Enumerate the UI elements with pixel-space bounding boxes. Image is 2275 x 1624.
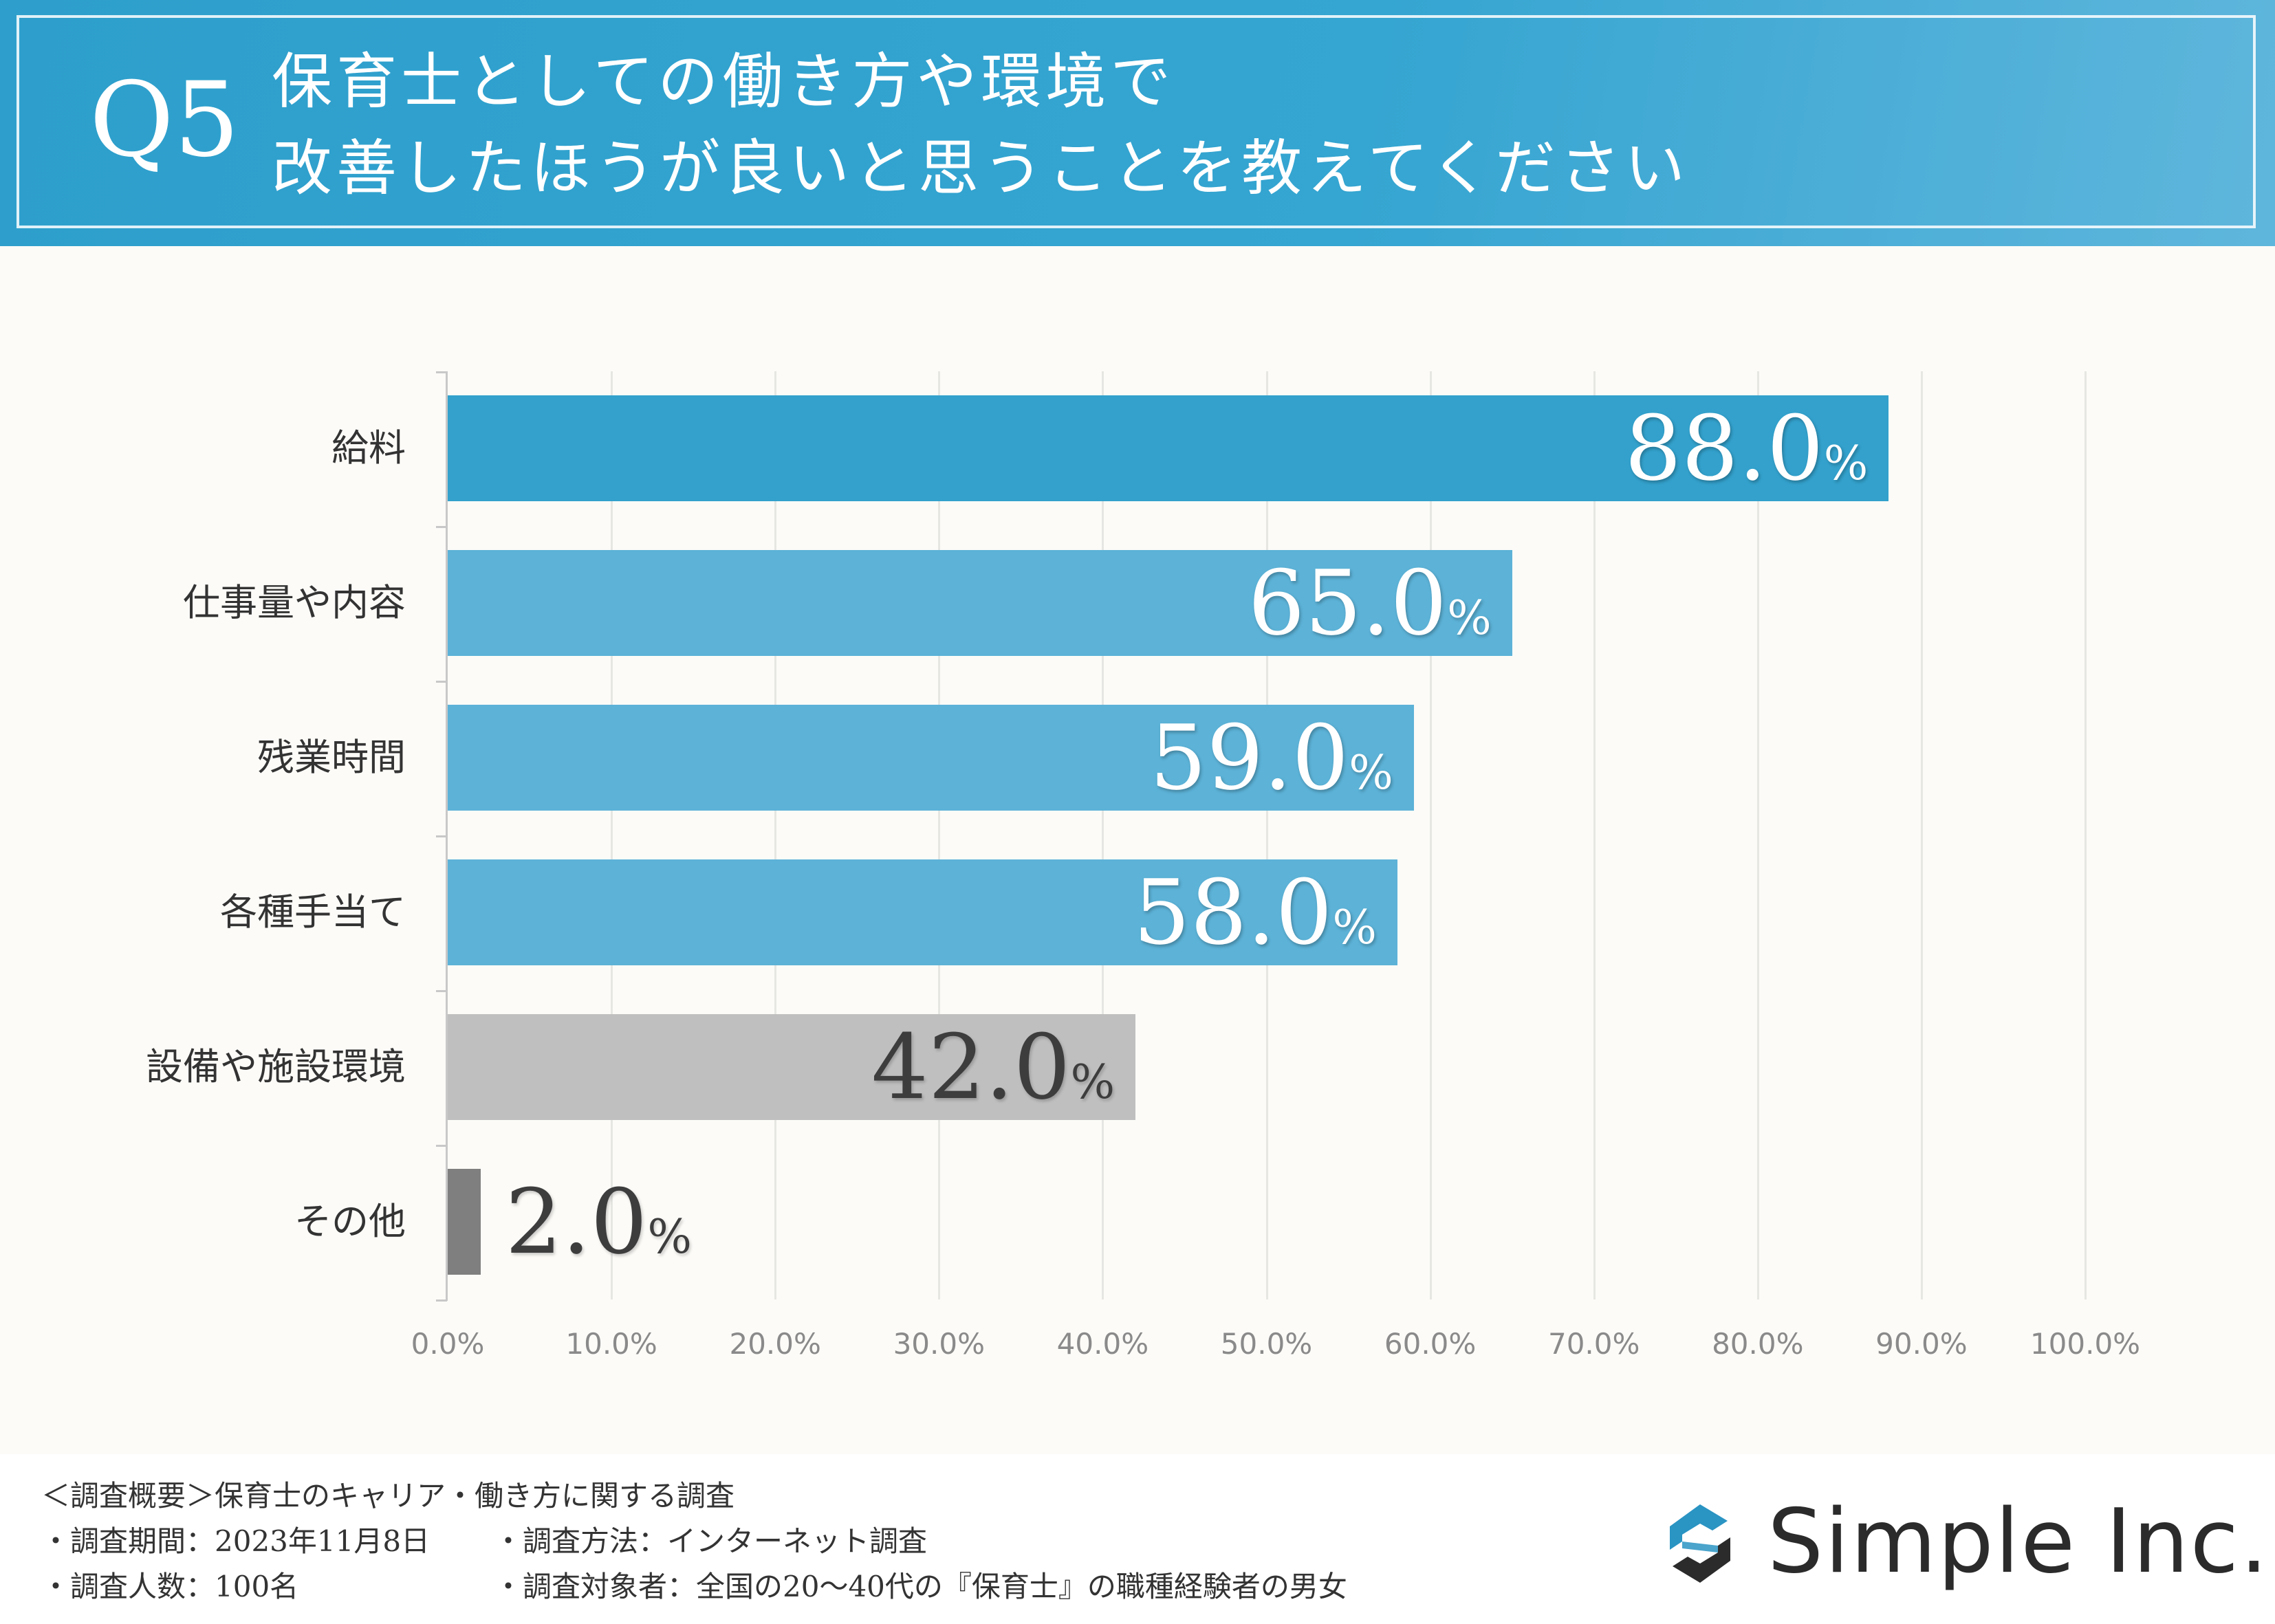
data-label-value: 59.0 <box>1149 705 1349 810</box>
x-tick-label: 50.0% <box>1220 1327 1313 1361</box>
y-axis-tick <box>436 526 447 528</box>
data-label-value: 58.0 <box>1133 860 1333 965</box>
gridline <box>611 371 613 1299</box>
question-title-line-2: 改善したほうが良いと思うことを教えてください <box>272 133 1689 204</box>
question-title-line-1: 保育士としての働き方や環境で <box>272 46 1175 117</box>
survey-count: ・調査人数：100名 <box>41 1570 299 1603</box>
data-label-percent: % <box>1070 1055 1115 1110</box>
bar <box>448 1169 481 1275</box>
y-axis-tick <box>436 1299 447 1302</box>
bar <box>448 395 1889 501</box>
x-tick-label: 70.0% <box>1547 1327 1640 1361</box>
data-label-value: 88.0 <box>1624 396 1824 501</box>
category-label: 仕事量や内容 <box>183 581 406 624</box>
company-logo-text: Simple Inc. <box>1767 1491 2269 1593</box>
gridline <box>2084 371 2087 1299</box>
simple-logo-icon <box>1670 1504 1730 1583</box>
data-label: 58.0% <box>1133 861 1377 980</box>
category-label: 残業時間 <box>257 736 406 779</box>
data-label-percent: % <box>647 1210 692 1264</box>
data-label-percent: % <box>1447 591 1492 646</box>
survey-method: ・調査方法：インターネット調査 <box>494 1524 928 1558</box>
x-tick-label: 10.0% <box>565 1327 657 1361</box>
gridline <box>1756 371 1759 1299</box>
x-tick-label: 60.0% <box>1384 1327 1477 1361</box>
category-label: 給料 <box>331 426 406 470</box>
x-tick-label: 30.0% <box>893 1327 986 1361</box>
data-label-value: 2.0 <box>505 1170 648 1274</box>
data-label: 2.0% <box>505 1170 692 1289</box>
data-label: 88.0% <box>1624 397 1868 516</box>
data-label: 42.0% <box>871 1016 1115 1134</box>
y-axis-tick <box>436 681 447 683</box>
gridline <box>1102 371 1104 1299</box>
data-label-value: 65.0 <box>1248 551 1448 655</box>
y-axis-tick <box>436 371 447 373</box>
header-banner: Q5 保育士としての働き方や環境で 改善したほうが良いと思うことを教えてください <box>0 0 2275 246</box>
data-label-value: 42.0 <box>871 1015 1071 1119</box>
data-label-percent: % <box>1349 746 1393 800</box>
bar <box>448 705 1414 811</box>
survey-target: ・調査対象者：全国の20〜40代の『保育士』の職種経験者の男女 <box>494 1570 1347 1603</box>
x-tick-label: 100.0% <box>2029 1327 2141 1361</box>
gridline <box>1265 371 1268 1299</box>
x-tick-label: 90.0% <box>1875 1327 1968 1361</box>
y-axis-tick <box>436 1145 447 1147</box>
footer <box>0 1454 2275 1624</box>
gridline <box>938 371 941 1299</box>
x-tick-label: 80.0% <box>1712 1327 1804 1361</box>
gridline <box>1593 371 1596 1299</box>
gridline <box>1429 371 1432 1299</box>
y-axis-tick <box>436 990 447 992</box>
data-label-percent: % <box>1823 437 1869 491</box>
x-tick-label: 40.0% <box>1056 1327 1149 1361</box>
gridline <box>1920 371 1923 1299</box>
category-label: 設備や施設環境 <box>146 1045 406 1088</box>
y-axis-tick <box>436 835 447 837</box>
data-label: 59.0% <box>1150 706 1393 825</box>
survey-period: ・調査期間：2023年11月8日 <box>41 1524 431 1558</box>
header-frame <box>17 15 2256 228</box>
survey-overview: ＜調査概要＞保育士のキャリア・働き方に関する調査 <box>41 1479 735 1513</box>
x-tick-label: 0.0% <box>411 1327 485 1361</box>
bar <box>448 859 1397 965</box>
category-label: 各種手当て <box>220 890 406 934</box>
data-label-percent: % <box>1332 901 1378 955</box>
bar-chart: 0.0% 10.0% 20.0% 30.0% 40.0% 50.0% 60.0% 70.0% 8… <box>146 371 2141 1361</box>
bar <box>448 550 1512 656</box>
bar <box>448 1014 1136 1120</box>
question-number: Q5 <box>89 61 240 180</box>
gridline <box>774 371 777 1299</box>
category-label: その他 <box>294 1200 406 1243</box>
data-label: 65.0% <box>1248 551 1492 670</box>
x-tick-label: 20.0% <box>729 1327 821 1361</box>
